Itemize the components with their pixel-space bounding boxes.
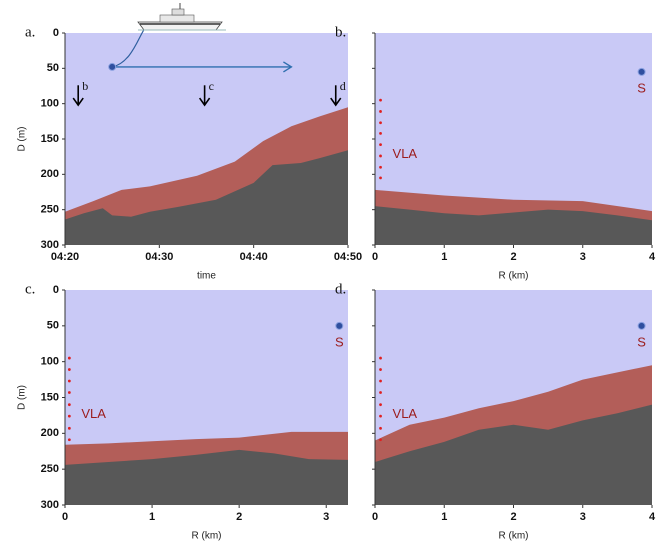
vla-element: [379, 391, 382, 394]
vla-element: [379, 414, 382, 418]
x-tick-label: 04:50: [334, 251, 362, 263]
arrow-label: c: [209, 79, 214, 93]
y-tick-label: 100: [41, 98, 59, 110]
x-tick-label: 0: [372, 511, 378, 523]
panel-label: b.: [335, 24, 346, 40]
x-tick-label: 0: [62, 511, 68, 523]
x-axis-label: R (km): [192, 531, 222, 542]
x-tick-label: 2: [236, 511, 242, 523]
vla-element: [379, 368, 382, 371]
vla-element: [379, 98, 382, 102]
source-label: S: [637, 334, 646, 349]
y-tick-label: 0: [53, 284, 59, 296]
x-axis-label: R (km): [499, 271, 529, 282]
arrow-head: [72, 97, 84, 107]
panel-label: c.: [25, 281, 35, 297]
vla-element: [379, 379, 382, 383]
vla-element: [379, 121, 382, 125]
vla-element: [379, 165, 382, 169]
layer-area: [375, 404, 652, 505]
vla-element: [379, 403, 382, 407]
y-axis-label: D (m): [17, 385, 28, 410]
x-axis-label: R (km): [499, 531, 529, 542]
x-axis-label: time: [197, 271, 216, 282]
vla-element: [67, 426, 71, 430]
y-tick-label: 50: [47, 62, 59, 74]
x-tick-label: 0: [372, 251, 378, 263]
vla-element: [379, 176, 382, 180]
source: [637, 67, 646, 76]
arrow-head: [330, 97, 342, 107]
y-tick-label: 300: [41, 239, 59, 251]
x-tick-label: 2: [510, 511, 516, 523]
vla-element: [67, 391, 71, 394]
layer-area: [65, 449, 348, 505]
y-axis-label: D (m): [17, 127, 28, 152]
layer-area: [375, 206, 652, 245]
vla-element: [67, 379, 71, 383]
y-tick-label: 250: [41, 463, 59, 475]
source-label: S: [335, 334, 344, 349]
vla-element: [67, 356, 71, 360]
y-tick-label: 150: [41, 133, 59, 145]
arrow-head: [198, 97, 211, 107]
arrow-label: d: [340, 79, 346, 93]
vla-element: [67, 403, 71, 407]
y-tick-label: 250: [41, 204, 59, 216]
source-label: S: [637, 80, 646, 95]
x-tick-label: 2: [510, 251, 516, 263]
arrow-label: b: [82, 79, 88, 93]
y-tick-label: 100: [41, 356, 59, 368]
vla-element: [379, 154, 382, 158]
y-tick-label: 200: [41, 427, 59, 439]
vla-label: VLA: [81, 406, 106, 421]
vla-element: [67, 414, 71, 418]
vla-element: [379, 143, 382, 147]
vla-element: [379, 110, 382, 113]
panel-label: a.: [25, 24, 35, 40]
y-tick-label: 0: [53, 27, 59, 39]
vla-element: [379, 356, 382, 360]
source: [108, 62, 117, 71]
x-tick-label: 3: [323, 511, 329, 523]
vla-element: [379, 426, 382, 430]
y-tick-label: 200: [41, 168, 59, 180]
source: [637, 321, 646, 330]
vla-label: VLA: [393, 406, 418, 421]
vla-element: [67, 438, 71, 442]
panel: 0 1 2 3 4 b. R (km) S VLA: [335, 24, 656, 281]
x-tick-label: 1: [441, 251, 447, 263]
vla-label: VLA: [393, 146, 418, 161]
vla-element: [67, 368, 71, 371]
ship: [137, 3, 226, 31]
y-tick-label: 300: [41, 499, 59, 511]
layer-area: [65, 150, 348, 245]
vla-element: [379, 438, 382, 442]
x-tick-label: 3: [580, 251, 586, 263]
panel-label: d.: [335, 281, 346, 297]
x-tick-label: 04:30: [145, 251, 173, 263]
track-head: [283, 61, 293, 73]
y-tick-label: 50: [47, 320, 59, 332]
source: [335, 321, 344, 330]
x-tick-label: 4: [649, 251, 656, 263]
x-tick-label: 1: [149, 511, 155, 523]
y-tick-label: 150: [41, 391, 59, 403]
x-tick-label: 04:20: [51, 251, 79, 263]
x-tick-label: 1: [441, 511, 447, 523]
x-tick-label: 4: [649, 511, 656, 523]
x-tick-label: 3: [580, 511, 586, 523]
vla-element: [379, 131, 382, 135]
panel: 0 1 2 3 4 d. R (km) S VLA: [335, 281, 656, 541]
x-tick-label: 04:40: [240, 251, 268, 263]
